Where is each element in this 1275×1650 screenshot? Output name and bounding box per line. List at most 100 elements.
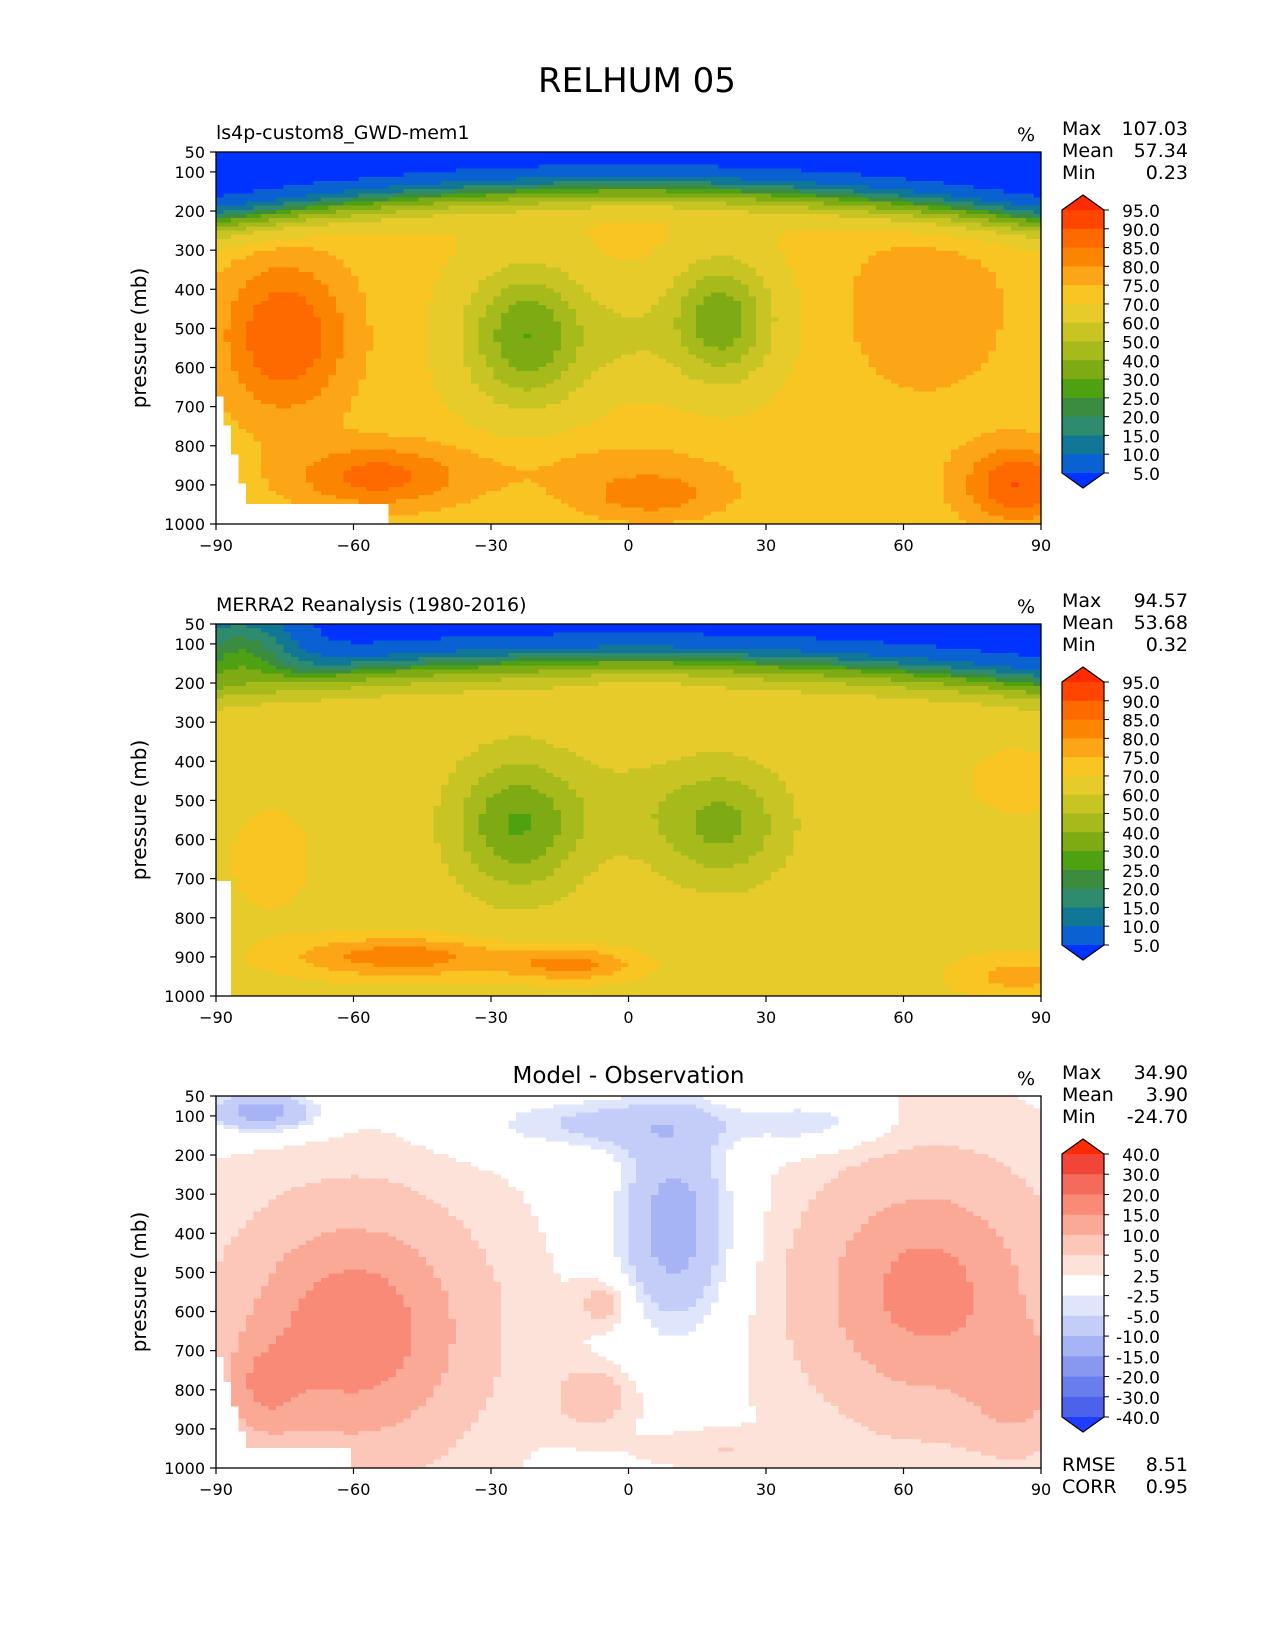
contour-cell <box>741 242 750 248</box>
contour-cell <box>358 209 367 215</box>
contour-cell <box>516 168 525 174</box>
contour-cell <box>943 276 952 281</box>
contour-cell <box>463 214 472 219</box>
contour-cell <box>583 276 592 281</box>
contour-cell <box>411 152 420 157</box>
contour-cell <box>921 251 930 256</box>
contour-cell <box>1018 296 1027 302</box>
contour-cell <box>838 160 847 165</box>
contour-cell <box>396 209 405 215</box>
contour-cell <box>456 280 465 285</box>
contour-cell <box>846 242 855 248</box>
contour-cell <box>921 156 930 161</box>
contour-cell <box>786 309 795 314</box>
contour-cell <box>1026 209 1035 215</box>
contour-cell <box>501 251 510 256</box>
contour-cell <box>306 230 315 236</box>
contour-cell <box>336 288 345 294</box>
contour-cell <box>388 271 397 277</box>
contour-cell <box>868 309 877 314</box>
contour-cell <box>711 218 720 223</box>
contour-cell <box>606 276 615 281</box>
contour-cell <box>576 226 585 232</box>
contour-cell <box>598 242 607 248</box>
contour-cell <box>996 267 1005 273</box>
contour-cell <box>223 251 232 256</box>
contour-cell <box>936 172 945 178</box>
contour-cell <box>816 222 825 227</box>
contour-cell <box>246 267 255 273</box>
contour-cell <box>486 296 495 302</box>
contour-cell <box>411 218 420 223</box>
contour-cell <box>1003 288 1012 294</box>
contour-cell <box>591 255 600 261</box>
contour-cell <box>246 288 255 294</box>
contour-cell <box>688 193 697 199</box>
contour-cell <box>748 230 757 236</box>
contour-cell <box>478 288 487 294</box>
contour-cell <box>418 280 427 285</box>
contour-cell <box>981 218 990 223</box>
contour-cell <box>336 338 345 343</box>
contour-cell <box>328 263 337 269</box>
contour-cell <box>673 230 682 236</box>
contour-cell <box>876 197 885 203</box>
contour-cell <box>396 156 405 161</box>
contour-cell <box>786 276 795 281</box>
contour-cell <box>951 251 960 256</box>
contour-cell <box>988 172 997 178</box>
contour-cell <box>643 325 652 331</box>
contour-cell <box>306 313 315 318</box>
contour-cell <box>831 280 840 285</box>
contour-cell <box>756 180 765 186</box>
contour-cell <box>816 180 825 186</box>
contour-cell <box>726 321 735 327</box>
contour-cell <box>223 226 232 232</box>
contour-cell <box>433 234 442 240</box>
contour-cell <box>801 284 810 289</box>
contour-cell <box>568 222 577 227</box>
contour-cell <box>666 263 675 269</box>
contour-cell <box>636 255 645 261</box>
contour-cell <box>291 205 300 211</box>
contour-cell <box>846 259 855 265</box>
contour-cell <box>861 280 870 285</box>
contour-cell <box>636 152 645 157</box>
contour-cell <box>426 292 435 298</box>
contour-cell <box>883 284 892 289</box>
contour-cell <box>253 172 262 178</box>
contour-cell <box>726 259 735 265</box>
contour-cell <box>613 180 622 186</box>
contour-cell <box>516 271 525 277</box>
contour-cell <box>253 288 262 294</box>
contour-cell <box>673 234 682 240</box>
contour-cell <box>988 222 997 227</box>
contour-cell <box>373 309 382 314</box>
contour-cell <box>568 309 577 314</box>
contour-cell <box>868 222 877 227</box>
contour-cell <box>598 292 607 298</box>
contour-cell <box>591 300 600 306</box>
contour-cell <box>606 189 615 194</box>
contour-cell <box>981 321 990 327</box>
contour-cell <box>418 197 427 203</box>
contour-cell <box>883 242 892 248</box>
contour-cell <box>283 209 292 215</box>
contour-cell <box>336 168 345 174</box>
contour-cell <box>988 185 997 190</box>
contour-cell <box>403 292 412 298</box>
contour-cell <box>291 238 300 244</box>
contour-cell <box>621 247 630 252</box>
contour-cell <box>763 247 772 252</box>
contour-cell <box>636 230 645 236</box>
contour-cell <box>643 197 652 203</box>
contour-cell <box>913 222 922 227</box>
contour-cell <box>373 292 382 298</box>
contour-cell <box>1026 313 1035 318</box>
contour-cell <box>703 304 712 310</box>
contour-cell <box>546 160 555 165</box>
contour-cell <box>726 176 735 182</box>
contour-cell <box>741 313 750 318</box>
contour-cell <box>261 267 270 273</box>
contour-cell <box>973 209 982 215</box>
